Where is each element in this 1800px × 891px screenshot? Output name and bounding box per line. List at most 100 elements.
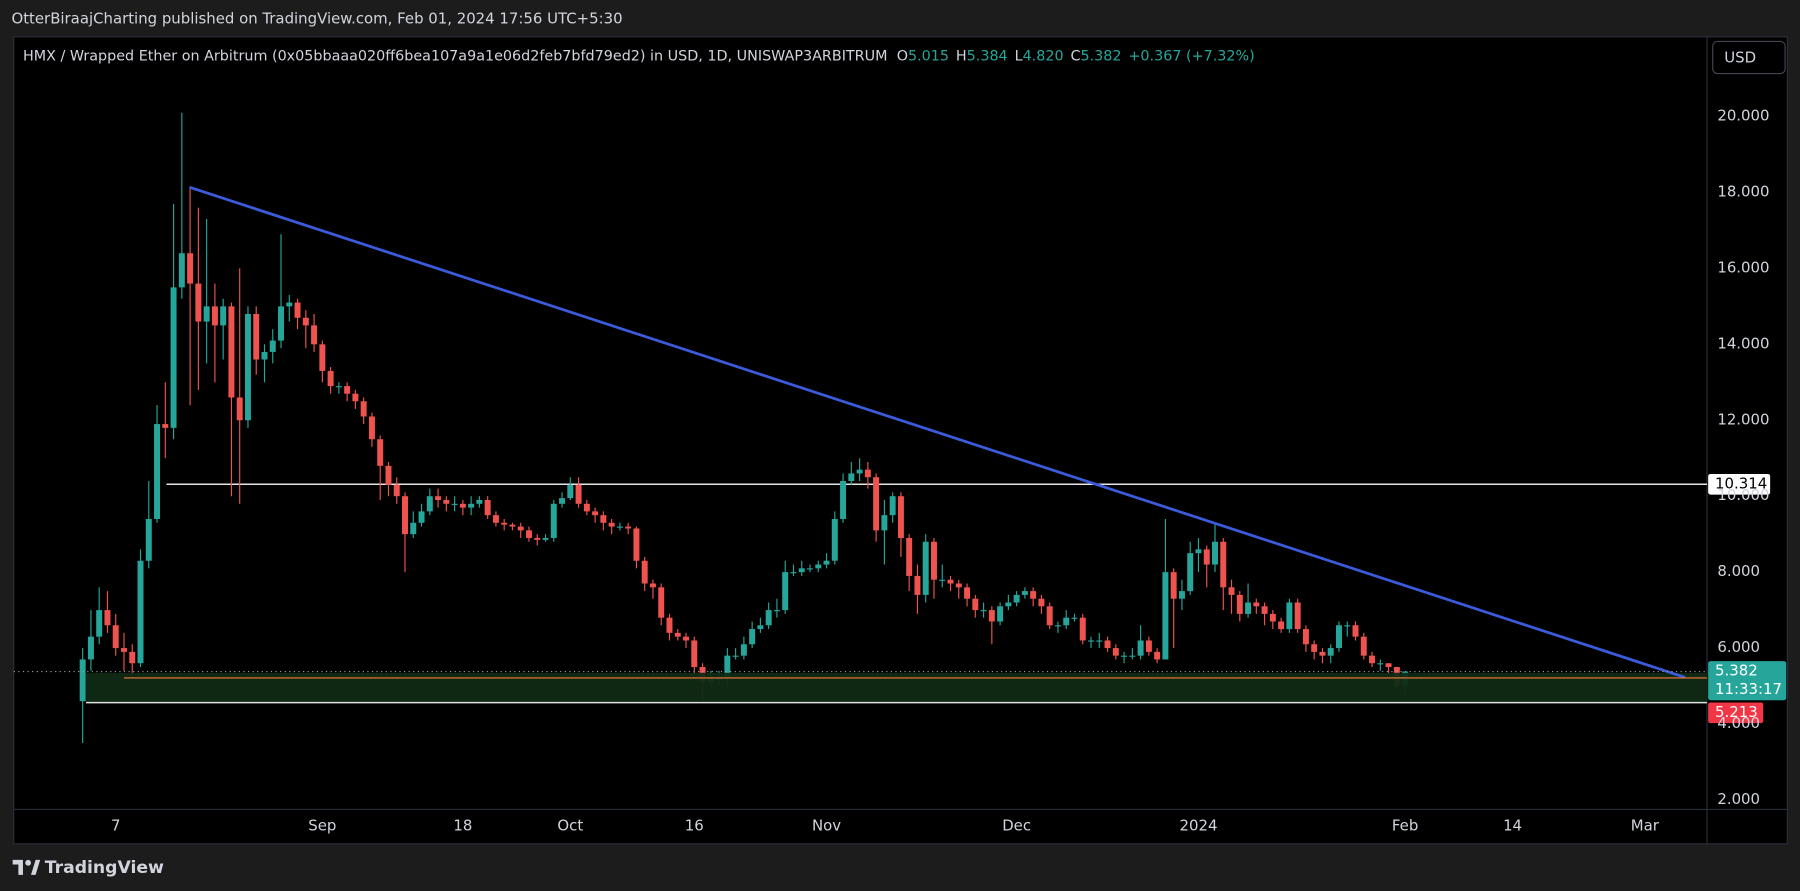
candle-body: [154, 424, 161, 519]
y-tick-label: 18.000: [1717, 182, 1769, 200]
symbol-legend: HMX / Wrapped Ether on Arbitrum (0x05bba…: [23, 48, 1255, 64]
candle-body: [170, 287, 177, 428]
candle-body: [1145, 640, 1152, 652]
candle-body: [195, 283, 202, 322]
candle-body: [1121, 655, 1128, 657]
candle-body: [798, 568, 805, 573]
candle-body: [1137, 640, 1144, 656]
candle-body: [228, 306, 235, 398]
candle-body: [162, 424, 169, 428]
candle-body: [980, 610, 987, 612]
candle-body: [608, 522, 615, 527]
candle-body: [897, 496, 904, 538]
ohlc-value: 5.382: [1081, 48, 1122, 64]
candle-body: [1294, 602, 1301, 630]
candle-body: [550, 503, 557, 538]
candle-body: [947, 579, 954, 584]
candle-body: [823, 560, 830, 565]
candle-body: [410, 522, 417, 535]
last-price-label: 5.382: [1715, 662, 1758, 680]
candle-body: [1112, 648, 1119, 656]
publisher-line: OtterBiraajCharting published on Trading…: [11, 10, 622, 28]
candle-body: [972, 598, 979, 611]
ohlc-value: 5.384: [967, 48, 1008, 64]
candle-body: [145, 518, 152, 561]
x-tick-label: Mar: [1631, 817, 1660, 835]
candle-body: [1005, 602, 1012, 607]
x-tick-label: Sep: [308, 817, 336, 835]
candle-body: [1038, 598, 1045, 607]
candle-body: [1030, 591, 1037, 599]
candle-body: [1228, 587, 1235, 595]
candle-body: [757, 625, 764, 630]
candle-body: [1054, 625, 1061, 627]
candle-body: [773, 610, 780, 612]
symbol-title: HMX / Wrapped Ether on Arbitrum (0x05bba…: [23, 48, 888, 64]
logo-mark: [30, 859, 41, 875]
candle-body: [203, 306, 210, 322]
candle-body: [278, 306, 285, 341]
candle-body: [641, 560, 648, 584]
candle-body: [542, 537, 549, 540]
candle-body: [211, 306, 218, 326]
candle-body: [848, 473, 855, 482]
currency-button-label[interactable]: USD: [1724, 49, 1756, 67]
candle-body: [261, 351, 268, 360]
candle-body: [1104, 640, 1111, 649]
candle-body: [443, 499, 450, 504]
candle-body: [435, 496, 442, 500]
y-tick-label: 4.000: [1717, 714, 1760, 732]
candle-body: [327, 370, 334, 387]
candle-body: [1170, 572, 1177, 599]
candle-body: [96, 610, 103, 637]
level-tag-box: [1708, 473, 1771, 495]
candle-body: [600, 515, 607, 523]
y-tick-label: 12.000: [1717, 410, 1769, 428]
x-tick-label: 2024: [1180, 817, 1218, 835]
candle-body: [1154, 651, 1161, 660]
x-tick-label: Feb: [1392, 817, 1418, 835]
ohlc-change: +0.367 (+7.32%): [1128, 48, 1254, 64]
x-tick-label: 7: [111, 817, 120, 835]
x-tick-label: 16: [685, 817, 704, 835]
x-tick-label: 18: [453, 817, 472, 835]
candle-body: [1195, 549, 1202, 554]
level-tag-label: 10.314: [1715, 474, 1767, 492]
candle-body: [1220, 541, 1227, 588]
candle-body: [649, 583, 656, 588]
candle-body: [294, 302, 301, 318]
candle-body: [1369, 655, 1376, 664]
candle-body: [1021, 591, 1028, 595]
candle-body: [1013, 594, 1020, 603]
candle-body: [344, 386, 351, 394]
candle-body: [914, 575, 921, 595]
candle-body: [1178, 591, 1185, 599]
candle-body: [1352, 625, 1359, 637]
candle-body: [1269, 613, 1276, 622]
candle-body: [922, 541, 929, 595]
candle-body: [501, 522, 508, 525]
candle-body: [418, 511, 425, 523]
candle-body: [129, 651, 136, 664]
y-tick-label: 6.000: [1717, 638, 1760, 656]
candle-body: [1253, 602, 1260, 607]
candle-body: [484, 499, 491, 516]
currency-button[interactable]: [1712, 40, 1786, 75]
candle-body: [79, 659, 86, 702]
candle-body: [87, 636, 94, 660]
candle-body: [939, 579, 946, 581]
candle-body: [385, 465, 392, 485]
candle-body: [1319, 651, 1326, 656]
candle-body: [840, 481, 847, 519]
ohlc-label: O: [897, 48, 908, 64]
candle-body: [1063, 617, 1070, 626]
candle-body: [683, 636, 690, 641]
countdown-label: 11:33:17: [1715, 680, 1782, 698]
candle-body: [319, 344, 326, 371]
candle-body: [815, 564, 822, 569]
x-tick-label: Nov: [812, 817, 841, 835]
